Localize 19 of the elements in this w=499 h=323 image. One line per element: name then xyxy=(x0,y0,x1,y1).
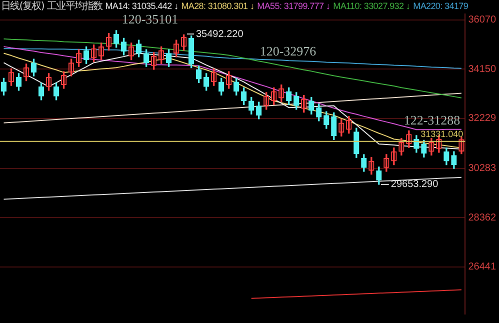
y-tick-label: 36070 xyxy=(468,14,496,26)
y-tick-label: 30283 xyxy=(468,163,496,174)
annotation: 29653.290 xyxy=(390,179,439,190)
text: MA220: 34179 xyxy=(413,1,468,11)
annotation: 122-31288 xyxy=(404,112,460,128)
text: MA55: 31799.777 ↓ xyxy=(257,1,330,11)
text: MA14: 31035.442 ↓ xyxy=(105,1,178,11)
y-tick-label: 32229 xyxy=(468,113,496,124)
y-tick-label: 34150 xyxy=(468,64,496,75)
y-tick-label: 26441 xyxy=(468,262,496,273)
chart-subtitle: 工业平均指数 xyxy=(47,1,102,12)
annotation: 120-35101 xyxy=(122,11,178,26)
text: MA110: 33027.932 ↓ xyxy=(333,1,410,11)
ref-line-label: 31331.040 xyxy=(420,128,464,139)
y-tick-label: 28362 xyxy=(468,212,496,224)
annotation: 35492.220 xyxy=(196,28,244,40)
annotation: 120-32976 xyxy=(260,43,317,58)
chart-title: 日线(复权) xyxy=(1,1,44,12)
text: MA28: 31080.301 ↓ xyxy=(181,1,254,11)
